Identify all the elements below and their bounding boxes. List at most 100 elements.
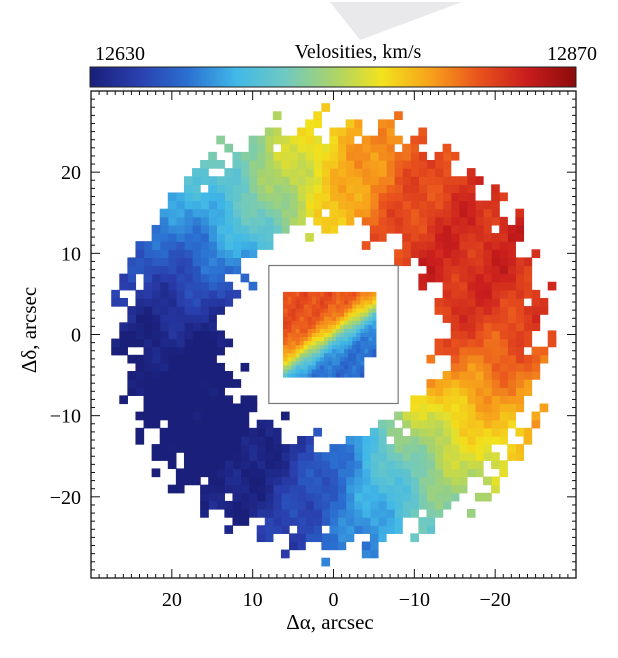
velocity-pixel — [175, 224, 185, 234]
core-pixel — [347, 373, 353, 378]
velocity-pixel — [167, 241, 177, 250]
velocity-pixel — [119, 330, 128, 340]
core-pixel — [363, 300, 369, 305]
velocity-pixel — [135, 297, 145, 307]
velocity-pixel — [531, 249, 541, 258]
velocity-pixel — [289, 192, 298, 202]
core-pixel — [355, 300, 361, 305]
velocity-pixel — [224, 525, 234, 534]
core-pixel — [307, 332, 312, 338]
velocity-pixel — [377, 533, 387, 543]
velocity-pixel — [426, 257, 436, 267]
velocity-pixel — [183, 200, 193, 210]
velocity-pixel — [329, 200, 339, 210]
velocity-pixel — [280, 468, 290, 478]
velocity-pixel — [466, 395, 476, 405]
core-pixel — [315, 291, 320, 297]
core-pixel — [367, 312, 373, 317]
core-pixel — [303, 291, 308, 297]
velocity-pixel — [410, 168, 419, 177]
velocity-pixel — [200, 241, 209, 250]
velocity-pixel — [337, 492, 347, 502]
velocity-pixel — [361, 208, 371, 218]
velocity-pixel — [175, 265, 185, 275]
velocity-pixel — [426, 460, 436, 470]
velocity-pixel — [216, 444, 225, 453]
core-pixel — [339, 348, 345, 354]
velocity-pixel — [410, 460, 419, 470]
velocity-pixel — [192, 265, 201, 275]
core-pixel — [311, 344, 316, 350]
velocity-pixel — [175, 387, 185, 396]
velocity-pixel — [483, 241, 492, 250]
velocity-pixel — [175, 379, 185, 388]
core-pixel — [339, 320, 345, 325]
core-pixel — [295, 300, 300, 305]
velocity-pixel — [216, 419, 225, 429]
core-pixel — [315, 332, 320, 338]
velocity-pixel — [216, 452, 225, 461]
velocity-pixel — [418, 411, 428, 421]
velocity-pixel — [515, 444, 525, 453]
velocity-pixel — [256, 176, 266, 185]
core-pixel — [335, 320, 341, 325]
core-pixel — [319, 324, 324, 329]
core-pixel — [355, 352, 361, 358]
velocity-pixel — [466, 354, 476, 364]
velocity-pixel — [256, 484, 266, 494]
velocity-pixel — [272, 176, 282, 185]
velocity-pixel — [127, 387, 137, 396]
velocity-pixel — [329, 500, 339, 510]
velocity-pixel — [410, 500, 419, 510]
core-pixel — [303, 336, 308, 342]
velocity-pixel — [280, 517, 290, 526]
core-pixel — [287, 304, 292, 309]
core-pixel — [295, 308, 300, 313]
core-pixel — [343, 291, 349, 297]
core-pixel — [327, 360, 332, 366]
velocity-pixel — [151, 249, 161, 258]
velocity-pixel — [377, 525, 387, 534]
velocity-pixel — [515, 314, 525, 323]
velocity-pixel — [369, 549, 379, 559]
velocity-pixel — [313, 525, 322, 534]
velocity-pixel — [434, 419, 444, 429]
velocity-pixel — [329, 484, 339, 494]
core-pixel — [331, 332, 337, 338]
core-pixel — [319, 332, 324, 338]
velocity-pixel — [458, 330, 468, 340]
velocity-pixel — [183, 216, 193, 226]
core-pixel — [319, 348, 324, 354]
velocity-pixel — [442, 379, 452, 388]
velocity-pixel — [499, 249, 508, 258]
velocity-pixel — [127, 379, 137, 388]
velocity-pixel — [240, 444, 250, 453]
velocity-pixel — [507, 452, 516, 461]
velocity-pixel — [216, 379, 225, 388]
velocity-pixel — [175, 419, 185, 429]
velocity-pixel — [289, 168, 298, 177]
velocity-pixel — [313, 460, 322, 470]
velocity-pixel — [402, 216, 411, 226]
velocity-pixel — [507, 281, 516, 291]
velocity-pixel — [127, 281, 137, 291]
velocity-pixel — [474, 322, 484, 332]
velocity-pixel — [175, 233, 185, 242]
velocity-pixel — [491, 281, 500, 291]
velocity-pixel — [200, 200, 209, 210]
velocity-pixel — [264, 460, 274, 470]
velocity-pixel — [151, 241, 161, 250]
velocity-pixel — [256, 216, 266, 226]
velocity-pixel — [442, 403, 452, 413]
velocity-pixel — [353, 452, 363, 461]
core-pixel — [287, 344, 292, 350]
velocity-pixel — [394, 224, 403, 234]
velocity-pixel — [305, 500, 314, 510]
velocity-pixel — [450, 468, 460, 478]
velocity-pixel — [248, 192, 258, 202]
velocity-pixel — [474, 216, 484, 226]
velocity-pixel — [369, 176, 379, 185]
velocity-pixel — [337, 159, 347, 169]
velocity-pixel — [313, 143, 322, 153]
velocity-pixel — [256, 159, 266, 169]
